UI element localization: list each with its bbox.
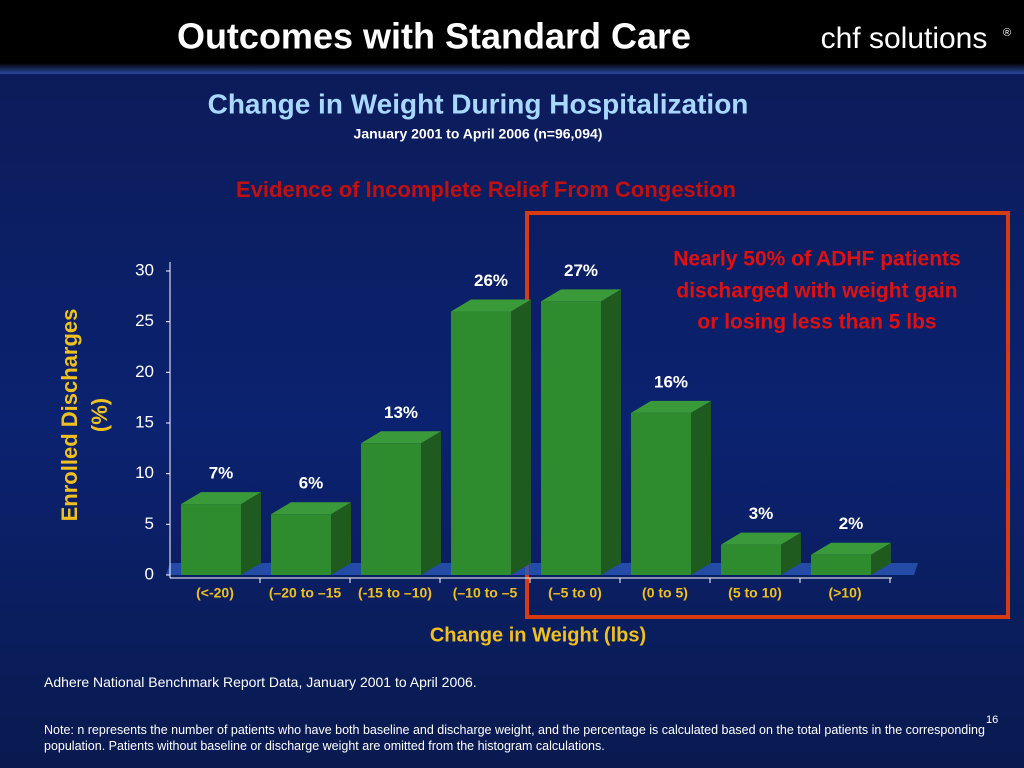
bar — [721, 544, 781, 575]
header-bar — [0, 0, 1024, 74]
y-tick-label: 20 — [135, 362, 154, 381]
value-label: 3% — [749, 504, 774, 523]
value-label: 16% — [654, 372, 688, 391]
annotation-line: discharged with weight gain — [676, 280, 957, 303]
x-tick-label: (–10 to –5 — [453, 585, 518, 601]
y-tick-label: 10 — [135, 463, 154, 482]
bar-side — [601, 289, 621, 575]
y-tick-label: 5 — [145, 514, 154, 533]
y-tick-label: 25 — [135, 311, 154, 330]
slide-title: Outcomes with Standard Care — [177, 16, 691, 57]
annotation-line: or losing less than 5 lbs — [697, 311, 936, 334]
x-tick-label: (<-20) — [196, 585, 234, 601]
x-tick-label: (5 to 10) — [728, 585, 782, 601]
x-tick-label: (-15 to –10) — [358, 585, 432, 601]
y-tick-label: 0 — [145, 564, 154, 583]
slide-number: 16 — [986, 714, 999, 726]
bar — [361, 443, 421, 575]
x-tick-label: (0 to 5) — [642, 585, 688, 601]
value-label: 6% — [299, 474, 324, 493]
bar — [811, 554, 871, 575]
note: Note: n represents the number of patient… — [44, 723, 985, 753]
annotation-line: Nearly 50% of ADHF patients — [673, 248, 960, 271]
bar-side — [241, 492, 261, 575]
bar-top — [541, 289, 621, 302]
bar — [181, 504, 241, 575]
bar-side — [511, 299, 531, 575]
bar-top — [811, 542, 891, 555]
bar-side — [331, 502, 351, 575]
y-axis-label: (%) — [87, 398, 112, 432]
bar-side — [871, 542, 891, 575]
bar-top — [631, 400, 711, 413]
bar — [451, 311, 511, 575]
logo: chf solutions — [821, 22, 988, 55]
x-axis-label: Change in Weight (lbs) — [430, 624, 646, 646]
value-label: 2% — [839, 514, 864, 533]
logo-mark: ® — [1003, 27, 1011, 39]
bar — [271, 514, 331, 575]
bar-top — [361, 431, 441, 444]
x-tick-label: (–5 to 0) — [548, 585, 602, 601]
value-label: 13% — [384, 403, 418, 422]
value-label: 7% — [209, 464, 234, 483]
x-tick-label: (–20 to –15 — [269, 585, 342, 601]
value-label: 26% — [474, 271, 508, 290]
bar-side — [691, 400, 711, 575]
bar-side — [781, 532, 801, 575]
bar-top — [721, 532, 801, 545]
value-label: 27% — [564, 261, 598, 280]
chart-subtitle: January 2001 to April 2006 (n=96,094) — [354, 126, 603, 142]
source: Adhere National Benchmark Report Data, J… — [44, 674, 477, 690]
y-axis-label: Enrolled Discharges — [57, 309, 82, 522]
bar-side — [421, 431, 441, 575]
bar — [631, 412, 691, 575]
headline: Evidence of Incomplete Relief From Conge… — [236, 177, 736, 202]
x-tick-label: (>10) — [828, 585, 861, 601]
y-tick-label: 30 — [135, 260, 154, 279]
y-tick-label: 15 — [135, 412, 154, 431]
bar-top — [451, 299, 531, 312]
bar-top — [181, 492, 261, 505]
bar — [541, 301, 601, 575]
chart-title: Change in Weight During Hospitalization — [208, 88, 749, 119]
bar-top — [271, 502, 351, 515]
